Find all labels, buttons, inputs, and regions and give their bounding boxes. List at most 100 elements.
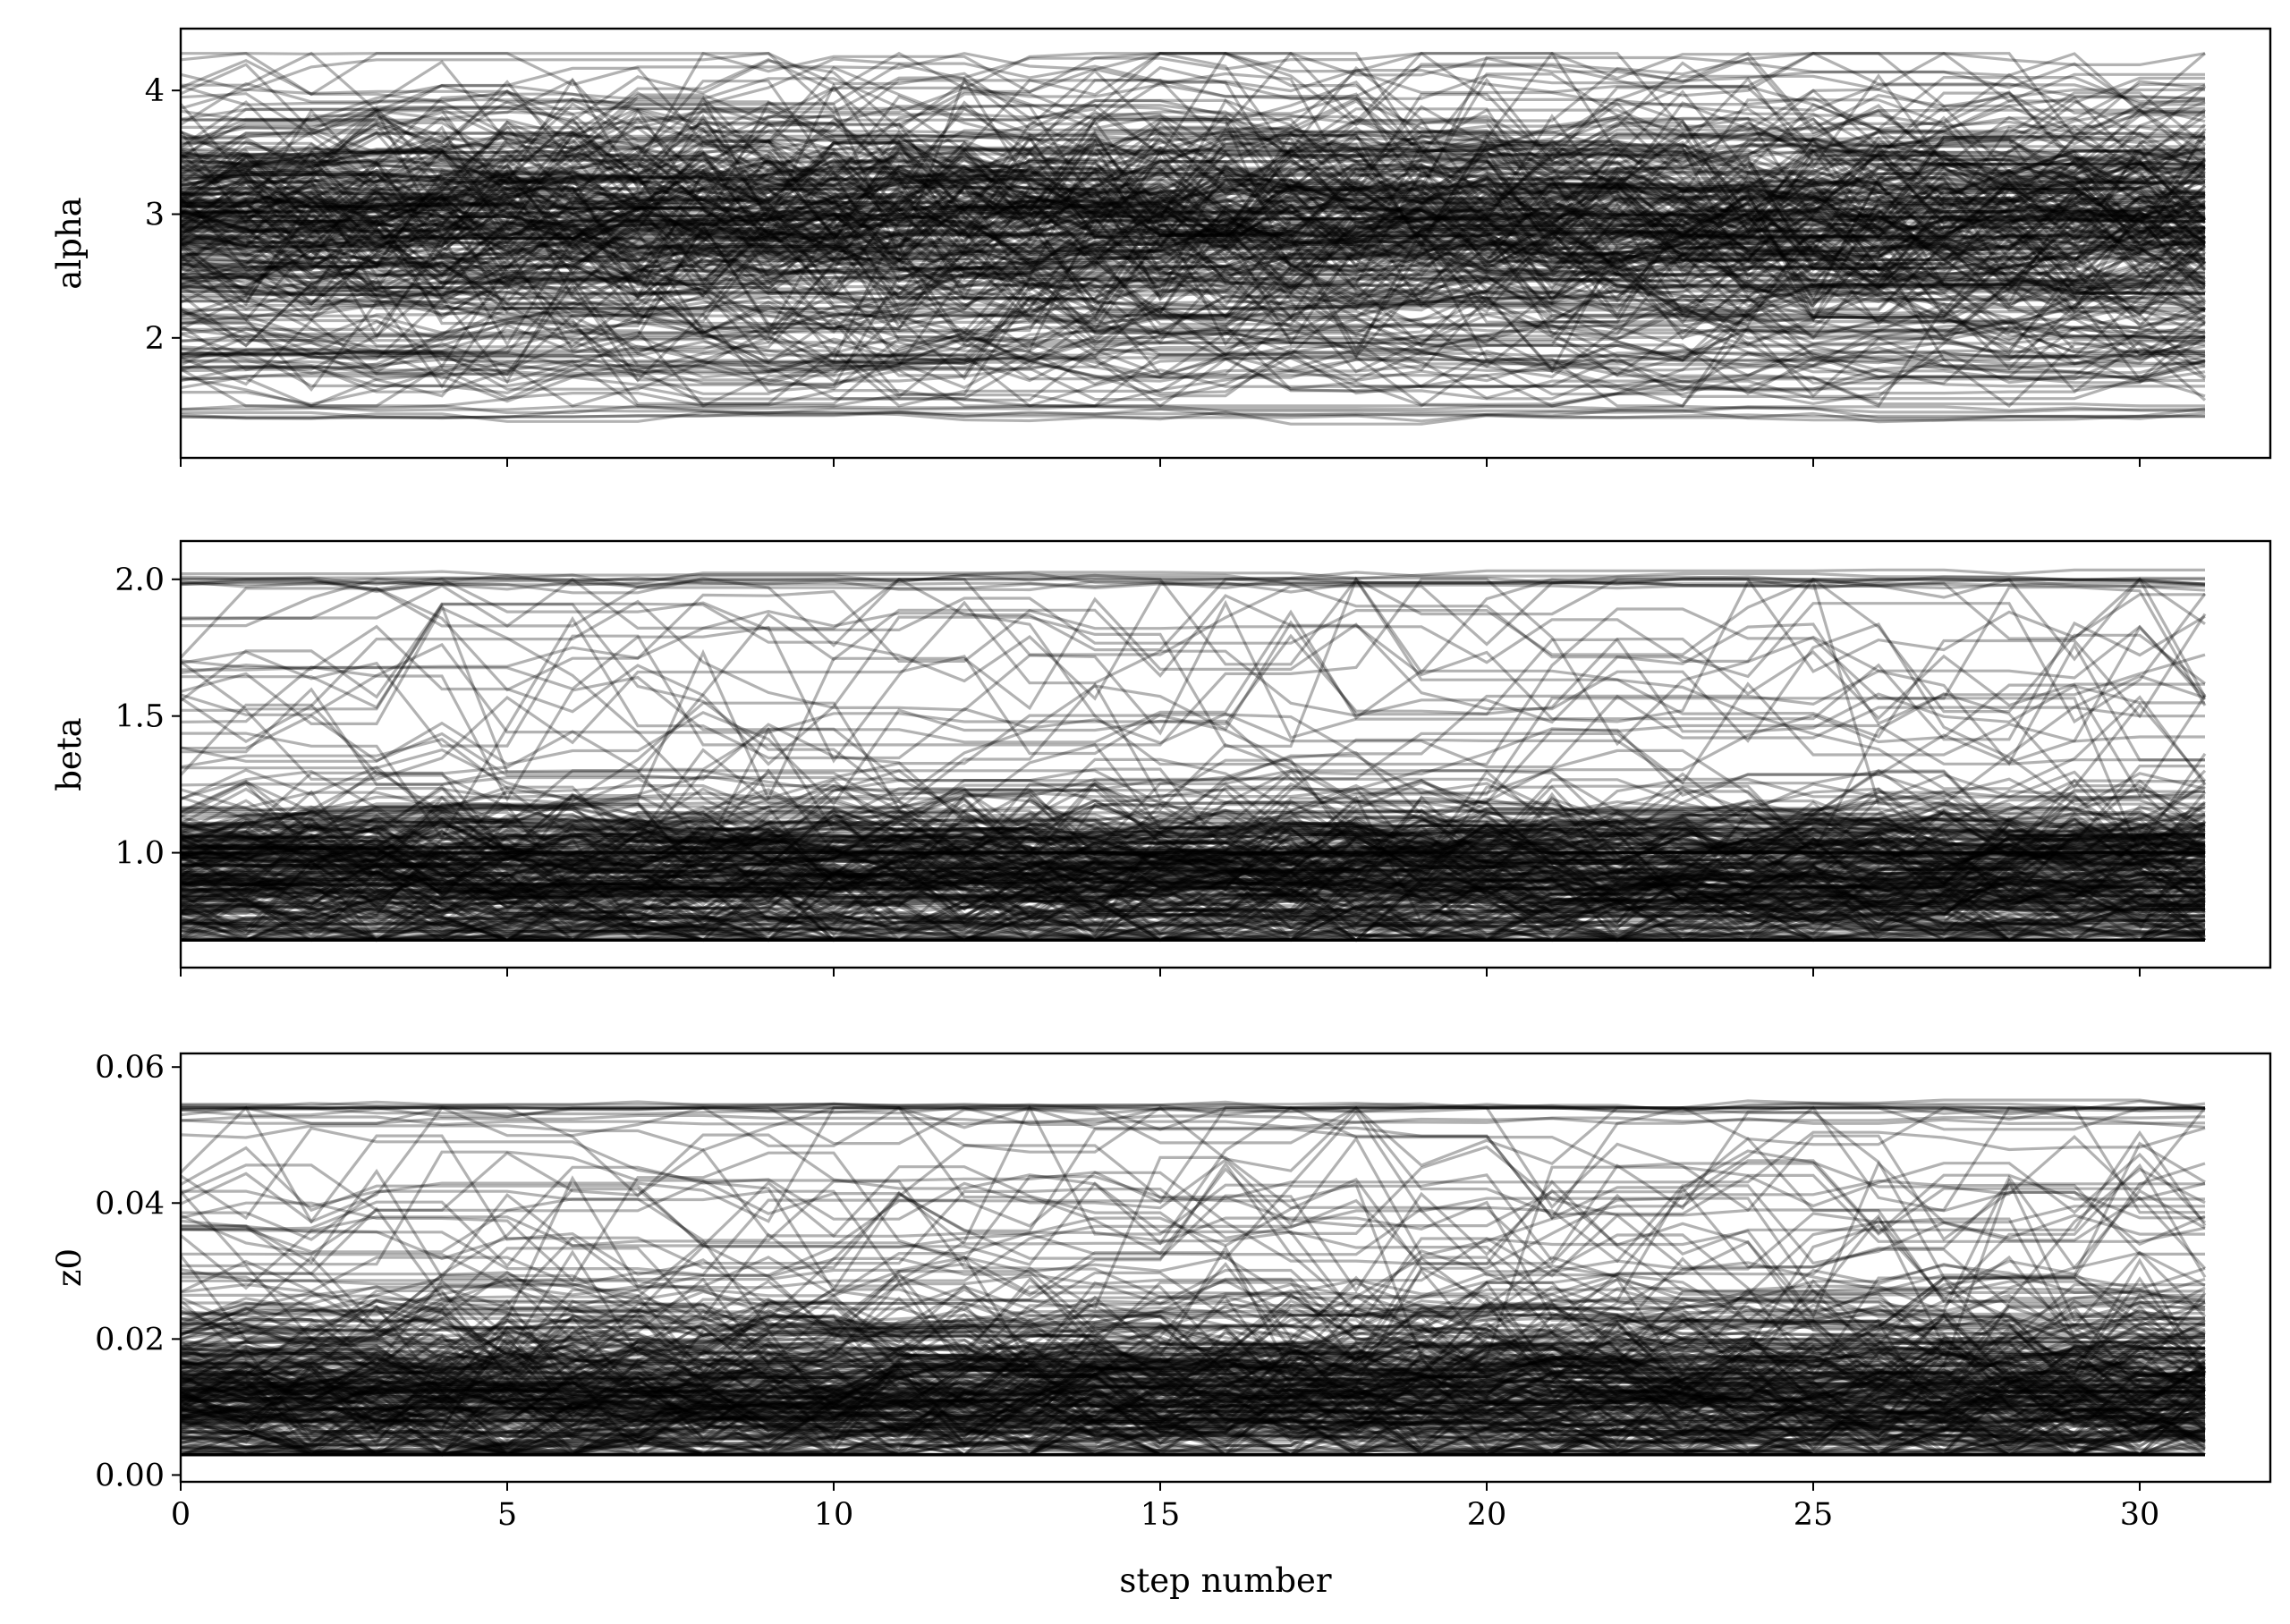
- z0-walker-trace: [180, 1113, 2206, 1129]
- beta-walker-trace: [180, 813, 2205, 888]
- z0-walker-trace: [180, 1322, 2205, 1423]
- z0-walker-trace: [180, 1425, 2205, 1457]
- z0-walker-trace: [180, 1383, 2205, 1457]
- beta-walker-trace: [180, 772, 2205, 863]
- beta-walker-trace: [180, 859, 2205, 926]
- alpha-walker-trace: [180, 276, 2205, 391]
- beta-walker-trace: [180, 884, 2206, 943]
- z0-walker-trace: [180, 1324, 2205, 1421]
- beta-walker-trace: [180, 799, 2206, 908]
- beta-walker-trace: [181, 573, 2206, 589]
- alpha-walker-trace: [181, 244, 2206, 362]
- z0-walker-trace: [180, 1177, 2206, 1375]
- z0-walker-trace: [180, 1332, 2206, 1426]
- z0-walker-trace: [181, 1360, 2206, 1436]
- alpha-walker-trace: [180, 206, 2206, 363]
- z0-walker-trace: [181, 1375, 2206, 1430]
- z0-walker-trace: [180, 1337, 2205, 1409]
- beta-walker-trace: [180, 915, 2205, 943]
- alpha-walker-trace: [180, 271, 2206, 365]
- z0-walker-trace: [180, 1347, 2206, 1443]
- beta-walker-trace: [180, 812, 2205, 889]
- alpha-walker-trace: [180, 150, 2206, 262]
- alpha-walker-trace: [180, 202, 2205, 313]
- beta-walker-trace: [180, 823, 2206, 885]
- z0-walker-trace: [181, 1206, 2206, 1369]
- alpha-walker-trace: [181, 331, 2205, 399]
- alpha-walker-trace: [180, 140, 2206, 253]
- z0-walker-trace: [180, 1277, 2205, 1358]
- beta-walker-trace: [181, 850, 2207, 914]
- alpha-walker-trace: [180, 148, 2205, 261]
- alpha-walker-trace: [180, 226, 2206, 345]
- alpha-walker-trace: [181, 158, 2206, 275]
- alpha-walker-trace: [181, 95, 2206, 192]
- beta-walker-trace: [180, 576, 2207, 766]
- beta-walker-trace: [181, 837, 2206, 943]
- z0-walker-trace: [181, 1313, 2206, 1458]
- beta-walker-trace: [181, 868, 2206, 939]
- alpha-walker-trace: [181, 180, 2206, 312]
- z0-walker-trace: [179, 1163, 2207, 1341]
- alpha-walker-trace: [180, 131, 2207, 233]
- z0-ytick-label: 0.00: [95, 1458, 165, 1493]
- beta-walker-trace: [180, 596, 2205, 806]
- alpha-walker-trace: [181, 80, 2206, 191]
- z0-walker-trace: [181, 1175, 2207, 1374]
- z0-walker-trace: [180, 1389, 2205, 1452]
- z0-walker-trace: [181, 1315, 2205, 1388]
- z0-walker-trace: [180, 1371, 2205, 1434]
- alpha-walker-trace: [180, 219, 2207, 319]
- z0-walker-trace: [180, 1155, 2207, 1311]
- alpha-walker-trace: [181, 269, 2205, 346]
- alpha-walker-trace: [180, 108, 2206, 239]
- alpha-walker-trace: [181, 138, 2205, 243]
- beta-ytick-label: 1.5: [114, 699, 165, 735]
- z0-walker-trace: [180, 1386, 2206, 1457]
- beta-walker-trace: [181, 818, 2206, 878]
- z0-walker-trace: [180, 1345, 2207, 1456]
- alpha-walker-trace: [181, 141, 2206, 283]
- beta-walker-trace: [181, 836, 2206, 924]
- alpha-walker-trace: [179, 144, 2207, 272]
- z0-walker-trace: [180, 1255, 2206, 1357]
- z0-walker-trace: [180, 1356, 2205, 1444]
- z0-walker-trace: [181, 1358, 2206, 1435]
- beta-walker-trace: [180, 787, 2205, 852]
- beta-walker-trace: [180, 847, 2206, 893]
- beta-walker-trace: [181, 869, 2205, 943]
- z0-walker-trace: [181, 1297, 2206, 1355]
- z0-walker-trace: [180, 1410, 2206, 1457]
- beta-walker-trace: [180, 880, 2205, 943]
- beta-walker-trace: [181, 790, 2206, 890]
- z0-walker-trace: [180, 1312, 2205, 1424]
- beta-walker-trace: [181, 854, 2206, 928]
- alpha-walker-trace: [180, 211, 2205, 321]
- alpha-walker-trace: [181, 177, 2206, 318]
- z0-walker-trace: [180, 1380, 2205, 1457]
- alpha-walker-trace: [180, 184, 2207, 301]
- alpha-walker-trace: [180, 266, 2205, 361]
- z0-walker-trace: [180, 1350, 2206, 1435]
- alpha-walker-trace: [180, 52, 2205, 116]
- alpha-walker-trace: [180, 120, 2206, 273]
- beta-walker-trace: [181, 594, 2206, 774]
- alpha-walker-trace: [181, 91, 2207, 197]
- alpha-walker-trace: [181, 130, 2206, 245]
- beta-walker-trace: [180, 782, 2206, 894]
- z0-walker-trace: [181, 1356, 2206, 1457]
- beta-ticks: 1.0 1.5 2.0: [114, 562, 2141, 977]
- z0-walker-trace: [181, 1299, 2205, 1366]
- z0-walker-trace: [180, 1382, 2206, 1442]
- z0-walker-trace: [181, 1340, 2205, 1425]
- beta-walker-trace: [181, 842, 2206, 925]
- beta-walker-trace: [180, 858, 2206, 920]
- alpha-walker-trace: [179, 161, 2205, 272]
- alpha-walker-trace: [180, 112, 2205, 202]
- beta-walker-trace: [181, 697, 2206, 855]
- beta-walker-trace: [180, 870, 2205, 940]
- alpha-walker-trace: [180, 199, 2206, 293]
- z0-walker-trace: [180, 1300, 2205, 1401]
- alpha-walker-trace: [180, 146, 2206, 280]
- beta-walker-trace: [181, 925, 2205, 943]
